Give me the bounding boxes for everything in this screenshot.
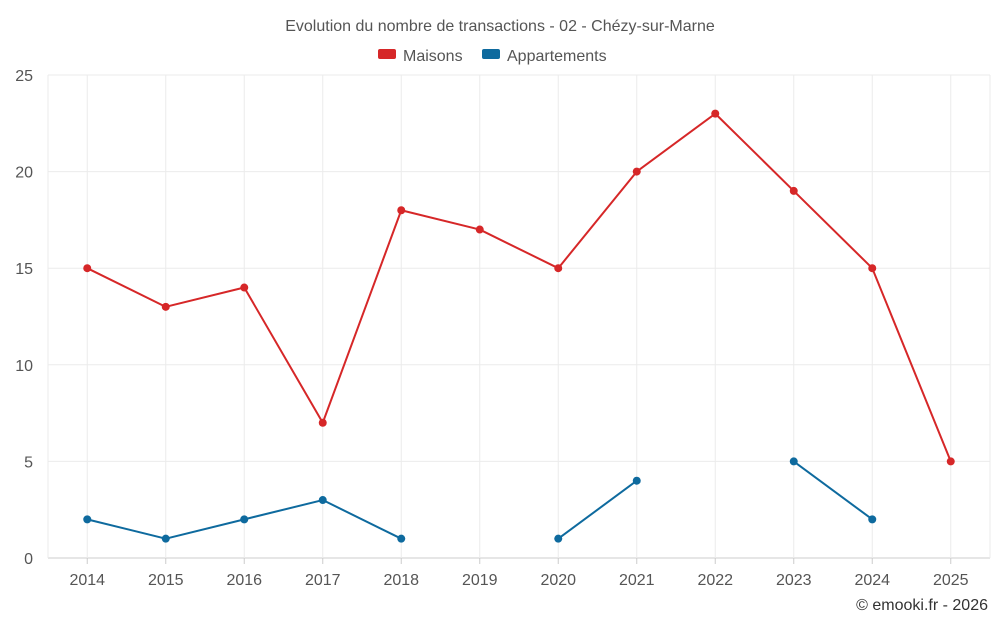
data-point-appartements-2023 [789,457,798,466]
y-tick-label-0: 0 [24,551,33,568]
data-point-maisons-2020 [554,264,563,273]
x-tick-label-2022: 2022 [697,572,733,589]
series-line-appartements-2 [793,460,873,521]
data-point-appartements-2017 [318,496,327,505]
data-point-appartements-2014 [83,515,92,524]
legend-swatch-appartements [482,49,500,59]
x-tick-label-2017: 2017 [305,572,341,589]
y-tick-label-15: 15 [15,261,33,278]
x-tick-label-2021: 2021 [619,572,655,589]
y-tick-label-25: 25 [15,68,33,85]
y-tick-label-5: 5 [24,454,33,471]
x-tick-label-2024: 2024 [854,572,890,589]
data-point-maisons-2018 [397,206,406,215]
data-point-maisons-2025 [946,457,955,466]
x-tick-label-2020: 2020 [540,572,576,589]
data-point-maisons-2016 [240,283,249,292]
series-maisons [83,109,955,466]
credit-text: © emooki.fr - 2026 [856,597,988,614]
data-point-maisons-2021 [632,167,641,176]
data-point-appartements-2024 [868,515,877,524]
data-point-appartements-2015 [161,534,170,543]
data-point-maisons-2015 [161,302,170,311]
x-tick-label-2014: 2014 [69,572,105,589]
x-tick-label-2025: 2025 [933,572,969,589]
data-point-maisons-2019 [475,225,484,234]
data-point-appartements-2018 [397,534,406,543]
legend-item-appartements[interactable]: Appartements [482,48,607,65]
data-point-maisons-2017 [318,418,327,427]
data-point-maisons-2024 [868,264,877,273]
data-point-maisons-2014 [83,264,92,273]
x-tick-label-2019: 2019 [462,572,498,589]
legend-item-maisons[interactable]: Maisons [378,48,463,65]
y-tick-label-20: 20 [15,165,33,182]
data-point-appartements-2016 [240,515,249,524]
data-point-maisons-2022 [711,109,720,118]
series-appartements [83,457,877,543]
series-line-maisons-0 [86,112,952,462]
legend-label-maisons: Maisons [403,48,463,65]
series-line-appartements-1 [557,479,638,540]
data-point-maisons-2023 [789,186,798,195]
x-tick-label-2018: 2018 [383,572,419,589]
legend-swatch-maisons [378,49,396,59]
x-tick-label-2016: 2016 [226,572,262,589]
data-point-appartements-2020 [554,534,563,543]
y-tick-label-10: 10 [15,358,33,375]
chart-title: Evolution du nombre de transactions - 02… [285,18,715,35]
data-point-appartements-2021 [632,476,641,485]
x-tick-label-2015: 2015 [148,572,184,589]
x-tick-label-2023: 2023 [776,572,812,589]
legend: Maisons Appartements [378,48,607,65]
legend-label-appartements: Appartements [507,48,607,65]
